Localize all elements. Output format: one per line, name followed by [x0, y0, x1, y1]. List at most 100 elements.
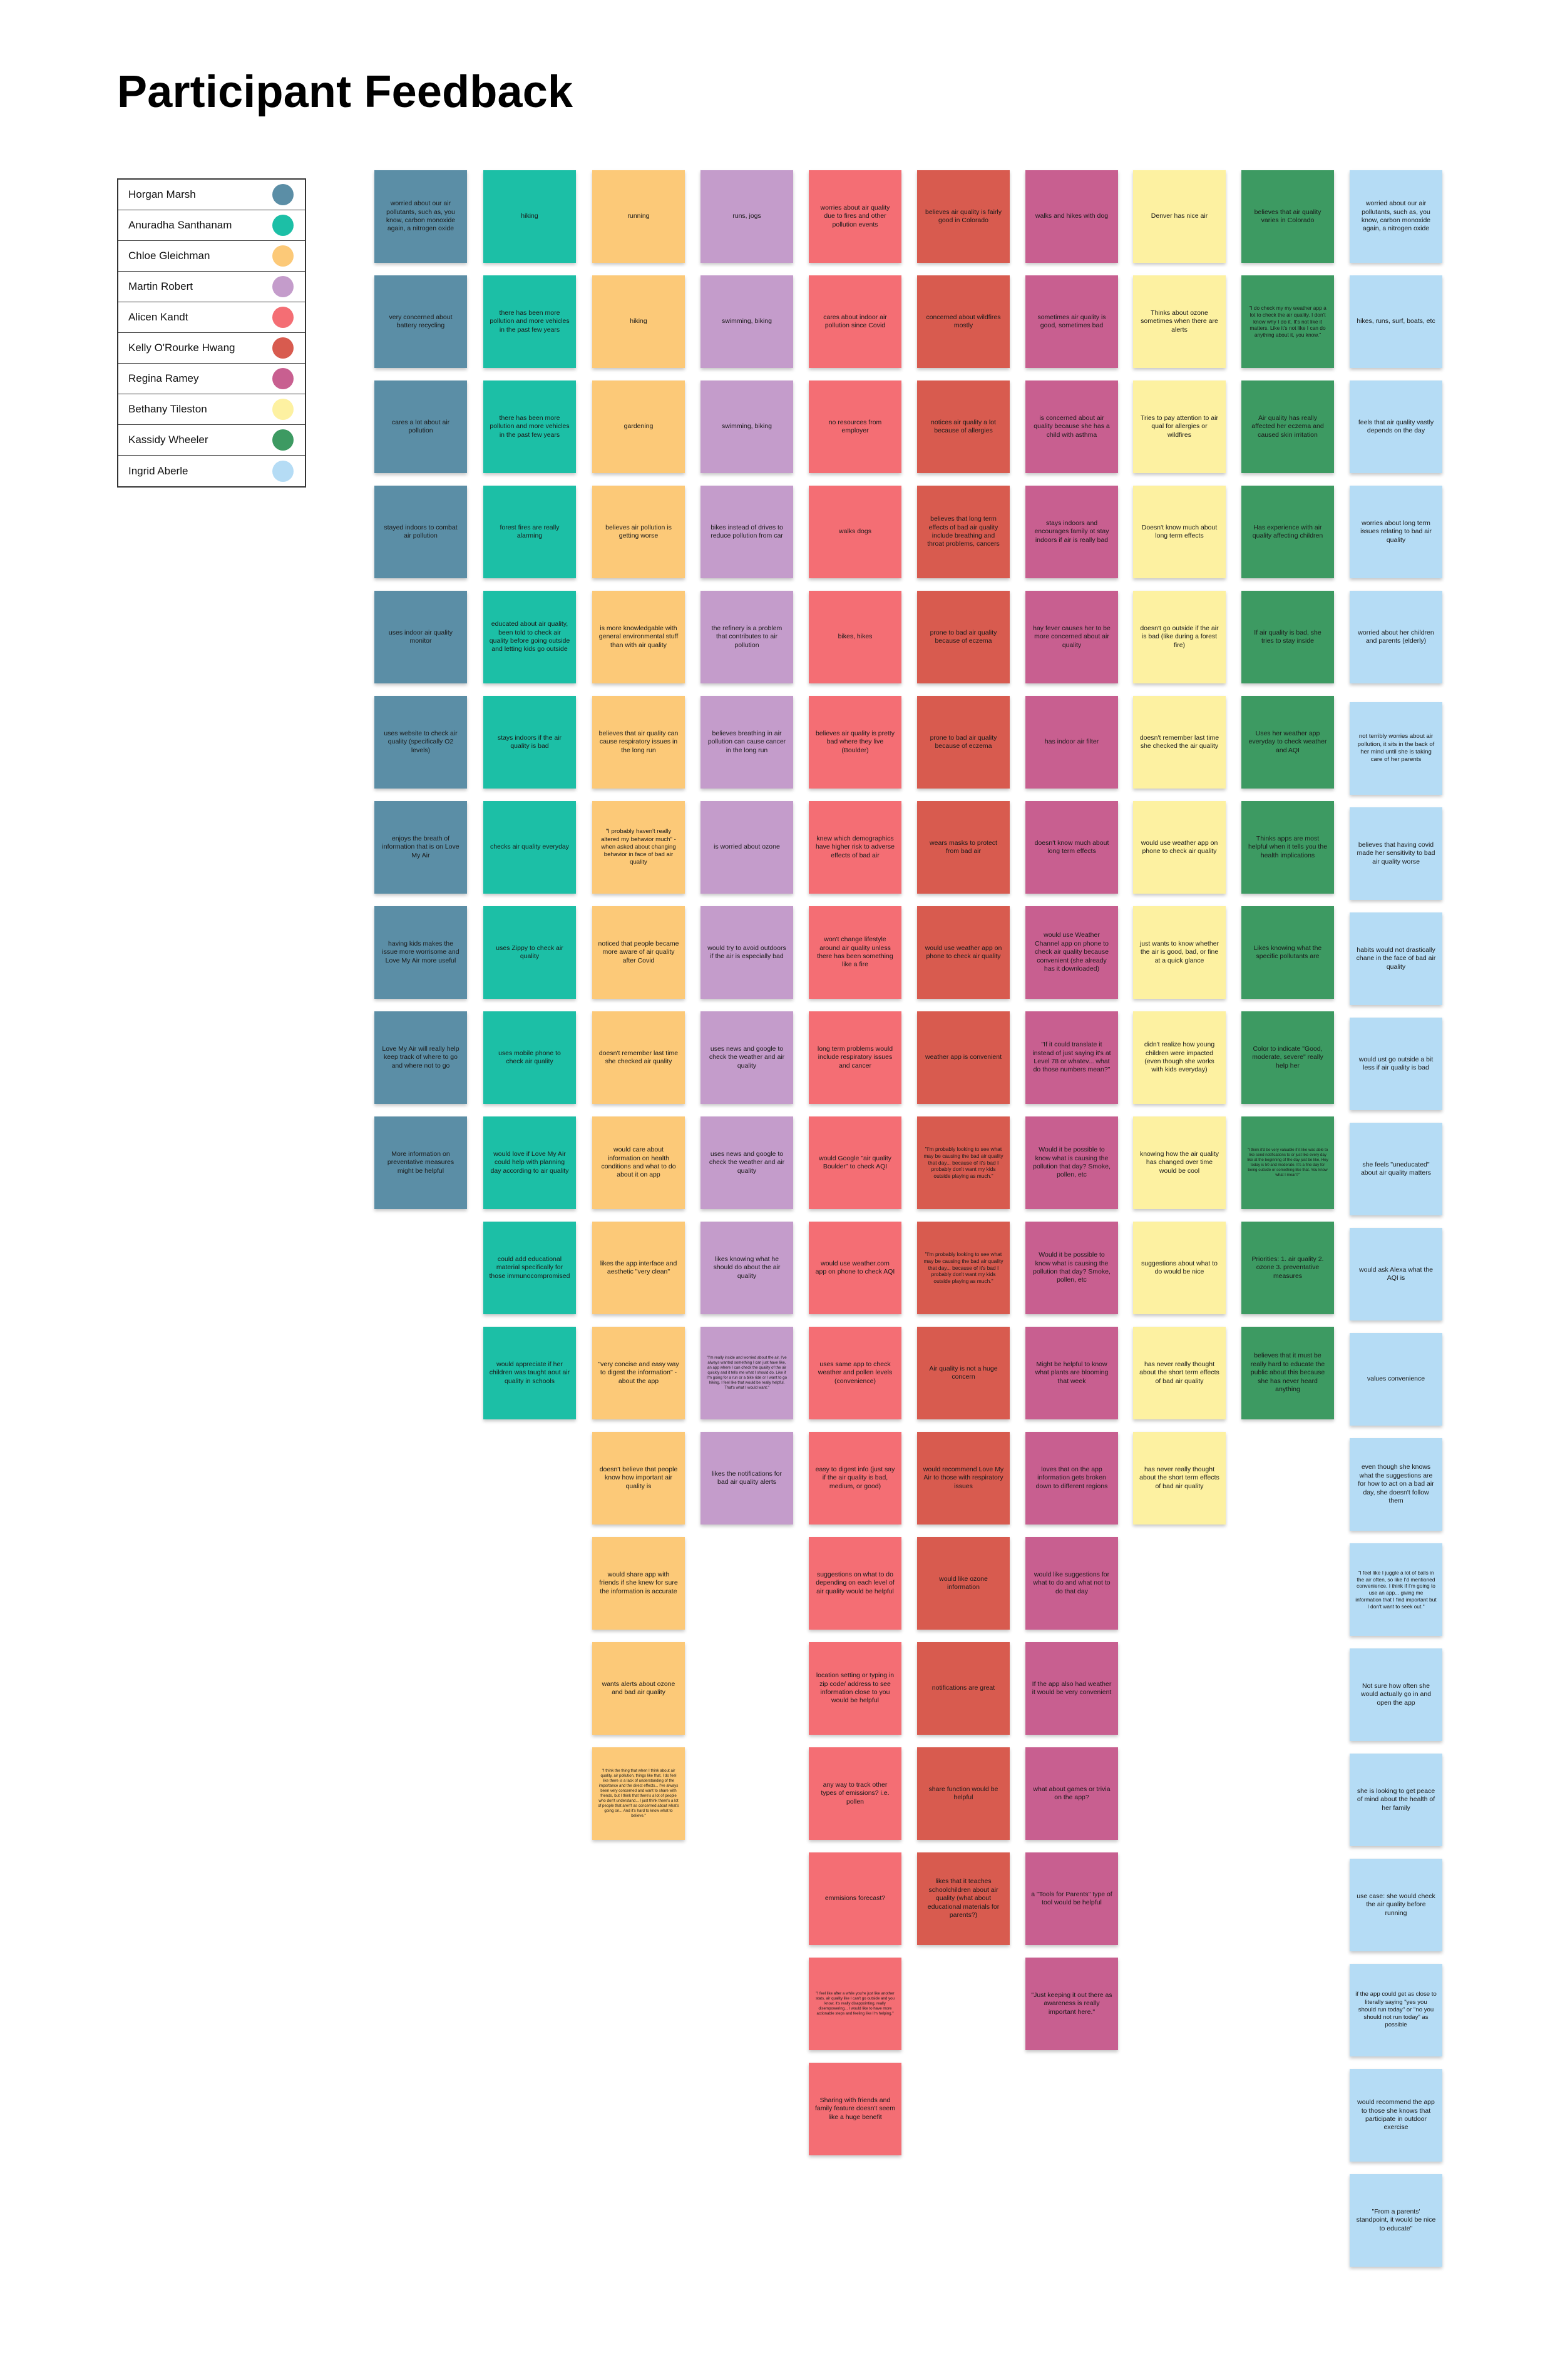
sticky-note[interactable]: "I'm really inside and worried about the…: [700, 1327, 793, 1419]
sticky-note[interactable]: forest fires are really alarming: [483, 486, 576, 578]
sticky-note[interactable]: Air quality has really affected her ecze…: [1241, 380, 1334, 473]
sticky-note[interactable]: has never really thought about the short…: [1133, 1432, 1226, 1525]
sticky-note[interactable]: won't change lifestyle around air qualit…: [809, 906, 901, 999]
sticky-note[interactable]: "If it could translate it instead of jus…: [1025, 1011, 1118, 1104]
sticky-note[interactable]: "I do check my my weather app a lot to c…: [1241, 275, 1334, 368]
sticky-note[interactable]: hay fever causes her to be more concerne…: [1025, 591, 1118, 683]
sticky-note[interactable]: would ask Alexa what the AQI is: [1350, 1228, 1442, 1320]
sticky-note[interactable]: doesn't believe that people know how imp…: [592, 1432, 685, 1525]
sticky-note[interactable]: habits would not drastically chane in th…: [1350, 912, 1442, 1005]
sticky-note[interactable]: there has been more pollution and more v…: [483, 275, 576, 368]
sticky-note[interactable]: stays indoors if the air quality is bad: [483, 696, 576, 789]
sticky-note[interactable]: uses news and google to check the weathe…: [700, 1116, 793, 1209]
sticky-note[interactable]: uses Zippy to check air quality: [483, 906, 576, 999]
sticky-note[interactable]: Uses her weather app everyday to check w…: [1241, 696, 1334, 789]
sticky-note[interactable]: prone to bad air quality because of ecze…: [917, 696, 1010, 789]
sticky-note[interactable]: suggestions about what to do would be ni…: [1133, 1222, 1226, 1314]
sticky-note[interactable]: likes knowing what he should do about th…: [700, 1222, 793, 1314]
sticky-note[interactable]: Tries to pay attention to air qual for a…: [1133, 380, 1226, 473]
sticky-note[interactable]: having kids makes the issue more worriso…: [374, 906, 467, 999]
sticky-note[interactable]: would use weather app on phone to check …: [1133, 801, 1226, 894]
sticky-note[interactable]: Thinks apps are most helpful when it tel…: [1241, 801, 1334, 894]
sticky-note[interactable]: not terribly worries about air pollution…: [1350, 702, 1442, 795]
sticky-note[interactable]: Might be helpful to know what plants are…: [1025, 1327, 1118, 1419]
sticky-note[interactable]: cares about indoor air pollution since C…: [809, 275, 901, 368]
sticky-note[interactable]: gardening: [592, 380, 685, 473]
sticky-note[interactable]: "Just keeping it out there as awareness …: [1025, 1958, 1118, 2050]
sticky-note[interactable]: worries about air quality due to fires a…: [809, 170, 901, 263]
sticky-note[interactable]: uses news and google to check the weathe…: [700, 1011, 793, 1104]
sticky-note[interactable]: Likes knowing what the specific pollutan…: [1241, 906, 1334, 999]
sticky-note[interactable]: Doesn't know much about long term effect…: [1133, 486, 1226, 578]
sticky-note[interactable]: swimming, biking: [700, 275, 793, 368]
sticky-note[interactable]: no resources from employer: [809, 380, 901, 473]
sticky-note[interactable]: sometimes air quality is good, sometimes…: [1025, 275, 1118, 368]
sticky-note[interactable]: Has experience with air quality affectin…: [1241, 486, 1334, 578]
sticky-note[interactable]: notifications are great: [917, 1642, 1010, 1735]
sticky-note[interactable]: emmisions forecast?: [809, 1852, 901, 1945]
sticky-note[interactable]: likes the app interface and aesthetic "v…: [592, 1222, 685, 1314]
sticky-note[interactable]: would use Weather Channel app on phone t…: [1025, 906, 1118, 999]
sticky-note[interactable]: running: [592, 170, 685, 263]
sticky-note[interactable]: would recommend Love My Air to those wit…: [917, 1432, 1010, 1525]
sticky-note[interactable]: is more knowledgable with general enviro…: [592, 591, 685, 683]
sticky-note[interactable]: Denver has nice air: [1133, 170, 1226, 263]
sticky-note[interactable]: would share app with friends if she knew…: [592, 1537, 685, 1630]
sticky-note[interactable]: doesn't know much about long term effect…: [1025, 801, 1118, 894]
sticky-note[interactable]: would like suggestions for what to do an…: [1025, 1537, 1118, 1630]
sticky-note[interactable]: she is looking to get peace of mind abou…: [1350, 1754, 1442, 1846]
sticky-note[interactable]: "I think the thing that when I think abo…: [592, 1747, 685, 1840]
sticky-note[interactable]: location setting or typing in zip code/ …: [809, 1642, 901, 1735]
sticky-note[interactable]: uses website to check air quality (speci…: [374, 696, 467, 789]
sticky-note[interactable]: doesn't remember last time she checked a…: [592, 1011, 685, 1104]
sticky-note[interactable]: notices air quality a lot because of all…: [917, 380, 1010, 473]
sticky-note[interactable]: doesn't go outside if the air is bad (li…: [1133, 591, 1226, 683]
sticky-note[interactable]: uses indoor air quality monitor: [374, 591, 467, 683]
sticky-note[interactable]: Love My Air will really help keep track …: [374, 1011, 467, 1104]
sticky-note[interactable]: "I think it'd be very valuable if it lik…: [1241, 1116, 1334, 1209]
sticky-note[interactable]: hiking: [483, 170, 576, 263]
sticky-note[interactable]: believes air quality is pretty bad where…: [809, 696, 901, 789]
sticky-note[interactable]: believes air pollution is getting worse: [592, 486, 685, 578]
sticky-note[interactable]: didn't realize how young children were i…: [1133, 1011, 1226, 1104]
sticky-note[interactable]: wears masks to protect from bad air: [917, 801, 1010, 894]
sticky-note[interactable]: would ust go outside a bit less if air q…: [1350, 1018, 1442, 1110]
sticky-note[interactable]: enjoys the breath of information that is…: [374, 801, 467, 894]
sticky-note[interactable]: has never really thought about the short…: [1133, 1327, 1226, 1419]
sticky-note[interactable]: concerned about wildfires mostly: [917, 275, 1010, 368]
sticky-note[interactable]: is concerned about air quality because s…: [1025, 380, 1118, 473]
sticky-note[interactable]: just wants to know whether the air is go…: [1133, 906, 1226, 999]
sticky-note[interactable]: Sharing with friends and family feature …: [809, 2063, 901, 2155]
sticky-note[interactable]: loves that on the app information gets b…: [1025, 1432, 1118, 1525]
sticky-note[interactable]: would appreciate if her children was tau…: [483, 1327, 576, 1419]
sticky-note[interactable]: worried about her children and parents (…: [1350, 591, 1442, 683]
sticky-note[interactable]: could add educational material specifica…: [483, 1222, 576, 1314]
sticky-note[interactable]: stayed indoors to combat air pollution: [374, 486, 467, 578]
sticky-note[interactable]: easy to digest info (just say if the air…: [809, 1432, 901, 1525]
sticky-note[interactable]: suggestions on what to do depending on e…: [809, 1537, 901, 1630]
sticky-note[interactable]: "From a parents' standpoint, it would be…: [1350, 2174, 1442, 2267]
sticky-note[interactable]: values convenience: [1350, 1333, 1442, 1426]
sticky-note[interactable]: likes the notifications for bad air qual…: [700, 1432, 793, 1525]
sticky-note[interactable]: If the app also had weather it would be …: [1025, 1642, 1118, 1735]
sticky-note[interactable]: worried about our air pollutants, such a…: [374, 170, 467, 263]
sticky-note[interactable]: If air quality is bad, she tries to stay…: [1241, 591, 1334, 683]
sticky-note[interactable]: Thinks about ozone sometimes when there …: [1133, 275, 1226, 368]
sticky-note[interactable]: prone to bad air quality because of ecze…: [917, 591, 1010, 683]
sticky-note[interactable]: use case: she would check the air qualit…: [1350, 1859, 1442, 1951]
sticky-note[interactable]: bikes, hikes: [809, 591, 901, 683]
sticky-note[interactable]: would use weather app on phone to check …: [917, 906, 1010, 999]
sticky-note[interactable]: hiking: [592, 275, 685, 368]
sticky-note[interactable]: noticed that people became more aware of…: [592, 906, 685, 999]
sticky-note[interactable]: very concerned about battery recycling: [374, 275, 467, 368]
sticky-note[interactable]: Not sure how often she would actually go…: [1350, 1648, 1442, 1741]
sticky-note[interactable]: would care about information on health c…: [592, 1116, 685, 1209]
sticky-note[interactable]: educated about air quality, been told to…: [483, 591, 576, 683]
sticky-note[interactable]: "I'm probably looking to see what may be…: [917, 1116, 1010, 1209]
sticky-note[interactable]: knowing how the air quality has changed …: [1133, 1116, 1226, 1209]
sticky-note[interactable]: swimming, biking: [700, 380, 793, 473]
sticky-note[interactable]: "I feel like after a while you're just l…: [809, 1958, 901, 2050]
sticky-note[interactable]: believes that air quality varies in Colo…: [1241, 170, 1334, 263]
sticky-note[interactable]: "I probably haven't really altered my be…: [592, 801, 685, 894]
sticky-note[interactable]: stays indoors and encourages family ot s…: [1025, 486, 1118, 578]
